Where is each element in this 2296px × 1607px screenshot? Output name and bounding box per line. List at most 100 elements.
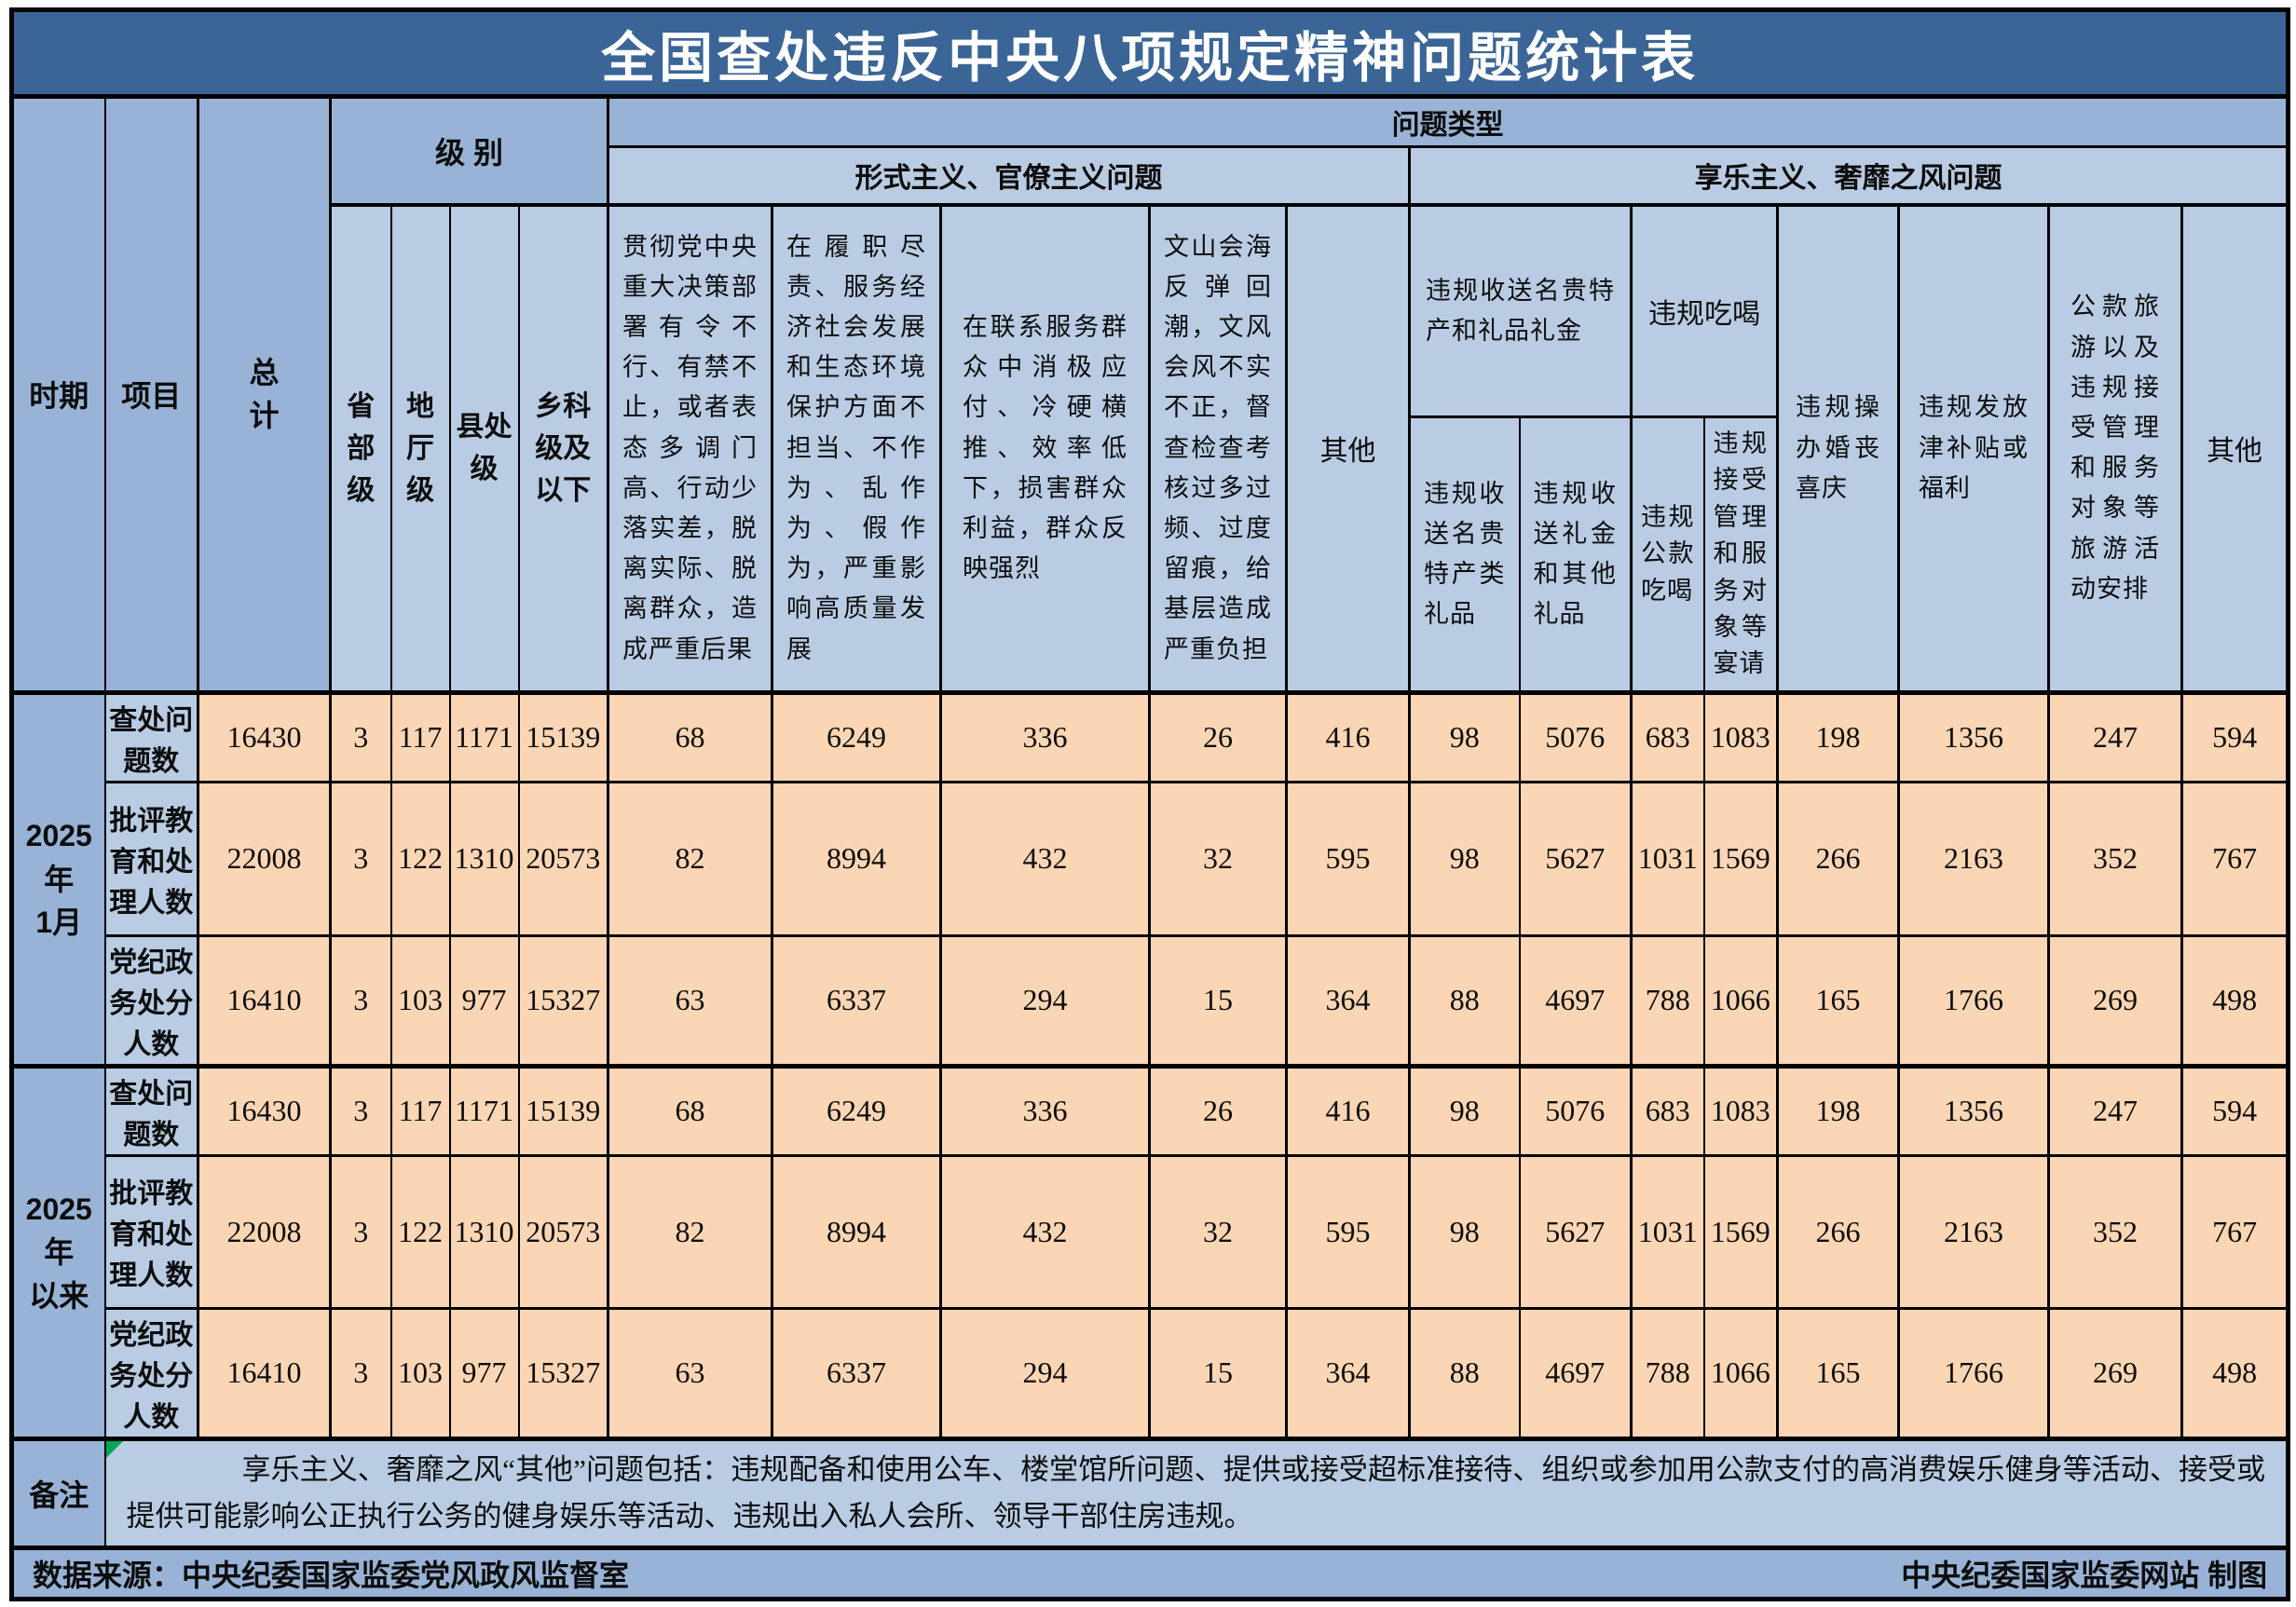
value-cell: 364 [1285, 933, 1411, 1068]
value-cell: 26 [1148, 689, 1288, 783]
value-cell: 1171 [448, 689, 520, 783]
value-cell: 336 [939, 1063, 1151, 1157]
value-cell: 20573 [517, 780, 609, 937]
value-cell: 416 [1285, 1063, 1411, 1157]
row-label: 查处问题数 [103, 1063, 199, 1157]
value-cell: 2163 [1897, 780, 2050, 937]
value-cell: 3 [329, 933, 392, 1068]
value-cell: 1569 [1702, 780, 1779, 937]
row-label: 党纪政务处分人数 [103, 1306, 199, 1440]
value-cell: 3 [329, 780, 392, 937]
value-cell: 98 [1408, 1153, 1521, 1310]
col-header-total: 总 计 [197, 95, 332, 694]
value-cell: 247 [2047, 689, 2183, 783]
col-header-township-level: 乡科级及以下 [517, 202, 609, 694]
note-cell: 享乐主义、奢靡之风“其他”问题包括：违规配备和使用公车、楼堂馆所问题、提供或接受… [103, 1436, 2289, 1549]
value-cell: 63 [607, 1306, 773, 1440]
value-cell: 98 [1408, 780, 1521, 937]
value-cell: 5076 [1518, 1063, 1633, 1157]
col-header-gifts-cash: 违规收送礼金和其他礼品 [1518, 415, 1633, 694]
value-cell: 82 [607, 1153, 773, 1310]
col-header-weddings-funerals: 违规操办婚丧喜庆 [1776, 202, 1900, 694]
value-cell: 122 [390, 780, 451, 937]
value-cell: 364 [1285, 1306, 1411, 1440]
value-cell: 103 [390, 1306, 451, 1440]
value-cell: 352 [2047, 1153, 2183, 1310]
value-cell: 595 [1285, 780, 1411, 937]
value-cell: 1766 [1897, 1306, 2050, 1440]
value-cell: 5627 [1518, 780, 1633, 937]
value-cell: 8994 [771, 780, 942, 937]
col-header-public-funded-travel: 公款旅游以及违规接受管理和服务对象等旅游活动安排 [2047, 202, 2183, 694]
value-cell: 8994 [771, 1153, 942, 1310]
value-cell: 6337 [771, 1306, 942, 1440]
value-cell: 16430 [197, 1063, 332, 1157]
group-header-hedonism: 享乐主义、奢靡之风问题 [1407, 145, 2289, 206]
value-cell: 165 [1776, 933, 1900, 1068]
value-cell: 767 [2180, 780, 2289, 937]
value-cell: 1766 [1897, 933, 2050, 1068]
value-cell: 1171 [448, 1063, 520, 1157]
value-cell: 1066 [1702, 1306, 1779, 1440]
value-cell: 1569 [1702, 1153, 1779, 1310]
value-cell: 498 [2180, 1306, 2289, 1440]
value-cell: 336 [939, 689, 1151, 783]
value-cell: 117 [390, 1063, 451, 1157]
value-cell: 82 [607, 780, 773, 937]
value-cell: 3 [329, 689, 392, 783]
value-cell: 68 [607, 1063, 773, 1157]
value-cell: 266 [1776, 780, 1900, 937]
col-header-formalism-other: 其他 [1285, 202, 1411, 694]
value-cell: 1083 [1702, 689, 1779, 783]
row-label: 查处问题数 [103, 689, 199, 783]
value-cell: 1031 [1630, 1153, 1705, 1310]
col-header-hedonism-other: 其他 [2180, 202, 2289, 694]
value-cell: 352 [2047, 780, 2183, 937]
value-cell: 1310 [448, 780, 520, 937]
col-header-formalism-2: 在履职尽责、服务经济社会发展和生态环境保护方面不担当、不作为、乱作为、假作为，严… [771, 202, 942, 694]
value-cell: 198 [1776, 689, 1900, 783]
value-cell: 15139 [517, 1063, 609, 1157]
value-cell: 26 [1148, 1063, 1288, 1157]
value-cell: 788 [1630, 1306, 1705, 1440]
value-cell: 6249 [771, 689, 942, 783]
value-cell: 266 [1776, 1153, 1900, 1310]
value-cell: 15 [1148, 933, 1288, 1068]
value-cell: 5076 [1518, 689, 1633, 783]
value-cell: 269 [2047, 1306, 2183, 1440]
value-cell: 594 [2180, 689, 2289, 783]
value-cell: 416 [1285, 689, 1411, 783]
value-cell: 1066 [1702, 933, 1779, 1068]
value-cell: 117 [390, 689, 451, 783]
col-header-period: 时期 [10, 95, 106, 694]
group-header-level: 级 别 [329, 95, 609, 206]
value-cell: 15327 [517, 933, 609, 1068]
note-label: 备注 [10, 1436, 106, 1549]
value-cell: 977 [448, 933, 520, 1068]
data-source-text: 数据来源：中央纪委国家监委党风政风监督室 [33, 1559, 630, 1593]
row-label: 党纪政务处分人数 [103, 933, 199, 1068]
col-header-county-level: 县处级 [448, 202, 520, 694]
value-cell: 595 [1285, 1153, 1411, 1310]
value-cell: 15139 [517, 689, 609, 783]
source-bar: 数据来源：中央纪委国家监委党风政风监督室 中央纪委国家监委网站 制图 [10, 1546, 2289, 1600]
value-cell: 20573 [517, 1153, 609, 1310]
value-cell: 1083 [1702, 1063, 1779, 1157]
value-cell: 88 [1408, 1306, 1521, 1440]
value-cell: 15 [1148, 1306, 1288, 1440]
statistics-table: 全国查处违反中央八项规定精神问题统计表 时期 项目 总 计 级 别 问题类型 形… [9, 7, 2291, 1602]
value-cell: 122 [390, 1153, 451, 1310]
value-cell: 22008 [197, 780, 332, 937]
value-cell: 2163 [1897, 1153, 2050, 1310]
credit-text: 中央纪委国家监委网站 制图 [1901, 1559, 2268, 1593]
col-header-formalism-1: 贯彻党中央重大决策部署有令不行、有禁不止，或者表态多调门高、行动少落实差，脱离实… [607, 202, 773, 694]
row-label: 批评教育和处理人数 [103, 1153, 199, 1310]
value-cell: 683 [1630, 689, 1705, 783]
value-cell: 16430 [197, 689, 332, 783]
col-header-item: 项目 [103, 95, 199, 694]
col-header-allowances: 违规发放津补贴或福利 [1897, 202, 2050, 694]
value-cell: 788 [1630, 933, 1705, 1068]
group-header-gifts: 违规收送名贵特产和礼品礼金 [1408, 202, 1633, 418]
value-cell: 103 [390, 933, 451, 1068]
